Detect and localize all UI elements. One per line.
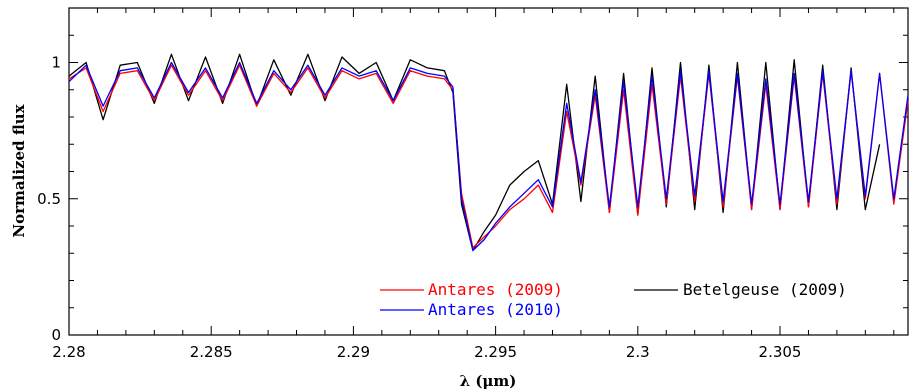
x-axis-title: λ (μm) bbox=[460, 372, 517, 390]
x-tick-label: 2.295 bbox=[474, 343, 517, 361]
legend-label: Betelgeuse (2009) bbox=[683, 280, 847, 299]
legend-label: Antares (2009) bbox=[428, 280, 563, 299]
x-tick-label: 2.3 bbox=[626, 343, 650, 361]
series-line-antares-2009 bbox=[68, 64, 909, 249]
legend-label: Antares (2010) bbox=[428, 300, 563, 319]
x-tick-label: 2.29 bbox=[337, 343, 370, 361]
y-tick-label: 0.5 bbox=[37, 190, 61, 208]
x-tick-label: 2.285 bbox=[190, 343, 233, 361]
legend: Antares (2009)Antares (2010) Betelgeuse (… bbox=[380, 280, 847, 319]
y-axis-title: Normalized flux bbox=[10, 103, 28, 237]
y-tick-label: 0 bbox=[51, 326, 61, 344]
x-tick-label: 2.28 bbox=[52, 343, 85, 361]
tick-labels: 2.28 2.285 2.29 2.295 2.3 2.305 0 0.5 1 bbox=[37, 54, 801, 362]
series-line-antares-2010 bbox=[68, 61, 909, 252]
series-lines bbox=[68, 53, 909, 252]
y-tick-label: 1 bbox=[51, 54, 61, 72]
x-tick-label: 2.305 bbox=[759, 343, 802, 361]
axis-ticks bbox=[68, 8, 908, 336]
